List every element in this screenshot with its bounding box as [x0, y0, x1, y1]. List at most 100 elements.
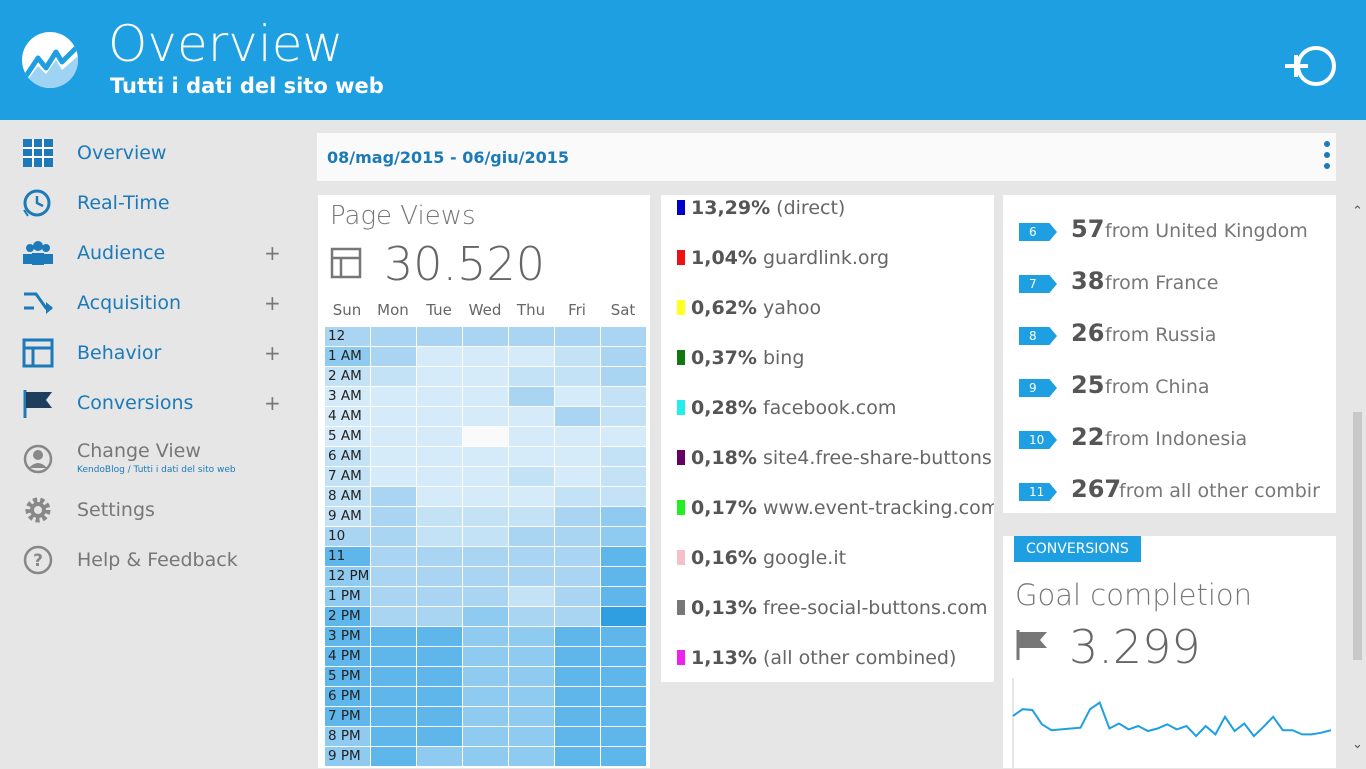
heatmap-cell[interactable] — [463, 687, 508, 706]
heatmap-cell[interactable] — [325, 367, 370, 386]
source-row[interactable]: 0,17% www.event-tracking.com — [677, 497, 994, 527]
source-row[interactable]: 0,28% facebook.com — [677, 397, 896, 427]
heatmap-cell[interactable] — [509, 387, 554, 406]
heatmap-cell[interactable] — [371, 347, 416, 366]
heatmap-cell[interactable] — [371, 367, 416, 386]
heatmap-cell[interactable] — [371, 547, 416, 566]
heatmap-cell[interactable] — [417, 427, 462, 446]
heatmap-cell[interactable] — [601, 747, 646, 766]
geo-row[interactable]: 8 26 from Russia — [1019, 319, 1329, 353]
heatmap-cell[interactable] — [463, 707, 508, 726]
heatmap-cell[interactable] — [509, 487, 554, 506]
heatmap-cell[interactable] — [325, 747, 370, 766]
heatmap-cell[interactable] — [417, 467, 462, 486]
heatmap-cell[interactable] — [463, 367, 508, 386]
heatmap-cell[interactable] — [417, 327, 462, 346]
heatmap-cell[interactable] — [371, 587, 416, 606]
heatmap-cell[interactable] — [601, 387, 646, 406]
heatmap-cell[interactable] — [325, 587, 370, 606]
heatmap-cell[interactable] — [509, 667, 554, 686]
source-row[interactable]: 0,13% free-social-buttons.com — [677, 597, 988, 627]
sidebar-item-help[interactable]: ? Help & Feedback — [0, 535, 300, 585]
sidebar-item-settings[interactable]: Settings — [0, 485, 300, 535]
heatmap-cell[interactable] — [417, 747, 462, 766]
heatmap-cell[interactable] — [509, 547, 554, 566]
heatmap-cell[interactable] — [371, 667, 416, 686]
heatmap-cell[interactable] — [463, 467, 508, 486]
heatmap-cell[interactable] — [417, 507, 462, 526]
heatmap-cell[interactable] — [463, 547, 508, 566]
heatmap-cell[interactable] — [463, 347, 508, 366]
geo-row[interactable]: 11 267 from all other combir — [1019, 475, 1329, 509]
heatmap-cell[interactable] — [417, 727, 462, 746]
heatmap-cell[interactable] — [601, 727, 646, 746]
heatmap-cell[interactable] — [371, 467, 416, 486]
date-range[interactable]: 08/mag/2015 - 06/giu/2015 — [327, 148, 569, 167]
heatmap-cell[interactable] — [601, 607, 646, 626]
heatmap-cell[interactable] — [601, 327, 646, 346]
heatmap-cell[interactable] — [371, 567, 416, 586]
heatmap-cell[interactable] — [417, 347, 462, 366]
heatmap-cell[interactable] — [325, 667, 370, 686]
heatmap-cell[interactable] — [463, 507, 508, 526]
source-row[interactable]: 0,62% yahoo — [677, 297, 821, 327]
heatmap-cell[interactable] — [371, 407, 416, 426]
geo-row[interactable]: 6 57 from United Kingdom — [1019, 215, 1329, 249]
heatmap-cell[interactable] — [371, 687, 416, 706]
heatmap-cell[interactable] — [601, 647, 646, 666]
heatmap-cell[interactable] — [463, 747, 508, 766]
heatmap-cell[interactable] — [325, 467, 370, 486]
heatmap-cell[interactable] — [601, 507, 646, 526]
heatmap-cell[interactable] — [463, 667, 508, 686]
heatmap-cell[interactable] — [417, 647, 462, 666]
heatmap-cell[interactable] — [509, 507, 554, 526]
heatmap-cell[interactable] — [371, 607, 416, 626]
heatmap-cell[interactable] — [509, 707, 554, 726]
source-row[interactable]: 0,18% site4.free-share-buttons — [677, 447, 992, 477]
heatmap-cell[interactable] — [555, 327, 600, 346]
heatmap-cell[interactable] — [325, 387, 370, 406]
source-row[interactable]: 13,29% (direct) — [677, 197, 845, 227]
heatmap-cell[interactable] — [371, 527, 416, 546]
heatmap-cell[interactable] — [371, 427, 416, 446]
heatmap-cell[interactable] — [601, 347, 646, 366]
heatmap-cell[interactable] — [325, 487, 370, 506]
heatmap-cell[interactable] — [325, 547, 370, 566]
heatmap-cell[interactable] — [509, 727, 554, 746]
heatmap-cell[interactable] — [555, 407, 600, 426]
heatmap-cell[interactable] — [509, 627, 554, 646]
heatmap-cell[interactable] — [325, 447, 370, 466]
geo-row[interactable]: 9 25 from China — [1019, 371, 1329, 405]
expand-icon[interactable]: + — [264, 341, 281, 365]
source-row[interactable]: 0,16% google.it — [677, 547, 846, 577]
heatmap-cell[interactable] — [371, 707, 416, 726]
heatmap-cell[interactable] — [509, 427, 554, 446]
heatmap-cell[interactable] — [601, 367, 646, 386]
more-options-icon[interactable] — [1322, 139, 1332, 175]
heatmap-cell[interactable] — [417, 527, 462, 546]
heatmap-cell[interactable] — [463, 607, 508, 626]
heatmap-cell[interactable] — [509, 647, 554, 666]
heatmap-cell[interactable] — [509, 367, 554, 386]
heatmap-cell[interactable] — [601, 587, 646, 606]
heatmap-cell[interactable] — [555, 627, 600, 646]
heatmap-cell[interactable] — [555, 387, 600, 406]
heatmap-cell[interactable] — [417, 707, 462, 726]
scroll-down-icon[interactable]: ⌄ — [1352, 737, 1363, 752]
sidebar-item-acquisition[interactable]: Acquisition + — [0, 278, 300, 328]
heatmap-cell[interactable] — [555, 647, 600, 666]
heatmap-cell[interactable] — [417, 367, 462, 386]
heatmap-cell[interactable] — [555, 727, 600, 746]
heatmap-cell[interactable] — [463, 627, 508, 646]
heatmap-cell[interactable] — [325, 727, 370, 746]
heatmap-cell[interactable] — [325, 607, 370, 626]
expand-icon[interactable]: + — [264, 391, 281, 415]
heatmap-cell[interactable] — [555, 667, 600, 686]
heatmap-cell[interactable] — [417, 447, 462, 466]
heatmap-cell[interactable] — [371, 327, 416, 346]
heatmap-cell[interactable] — [417, 607, 462, 626]
heatmap-cell[interactable] — [509, 567, 554, 586]
heatmap-cell[interactable] — [555, 707, 600, 726]
heatmap-cell[interactable] — [601, 627, 646, 646]
heatmap-cell[interactable] — [417, 407, 462, 426]
